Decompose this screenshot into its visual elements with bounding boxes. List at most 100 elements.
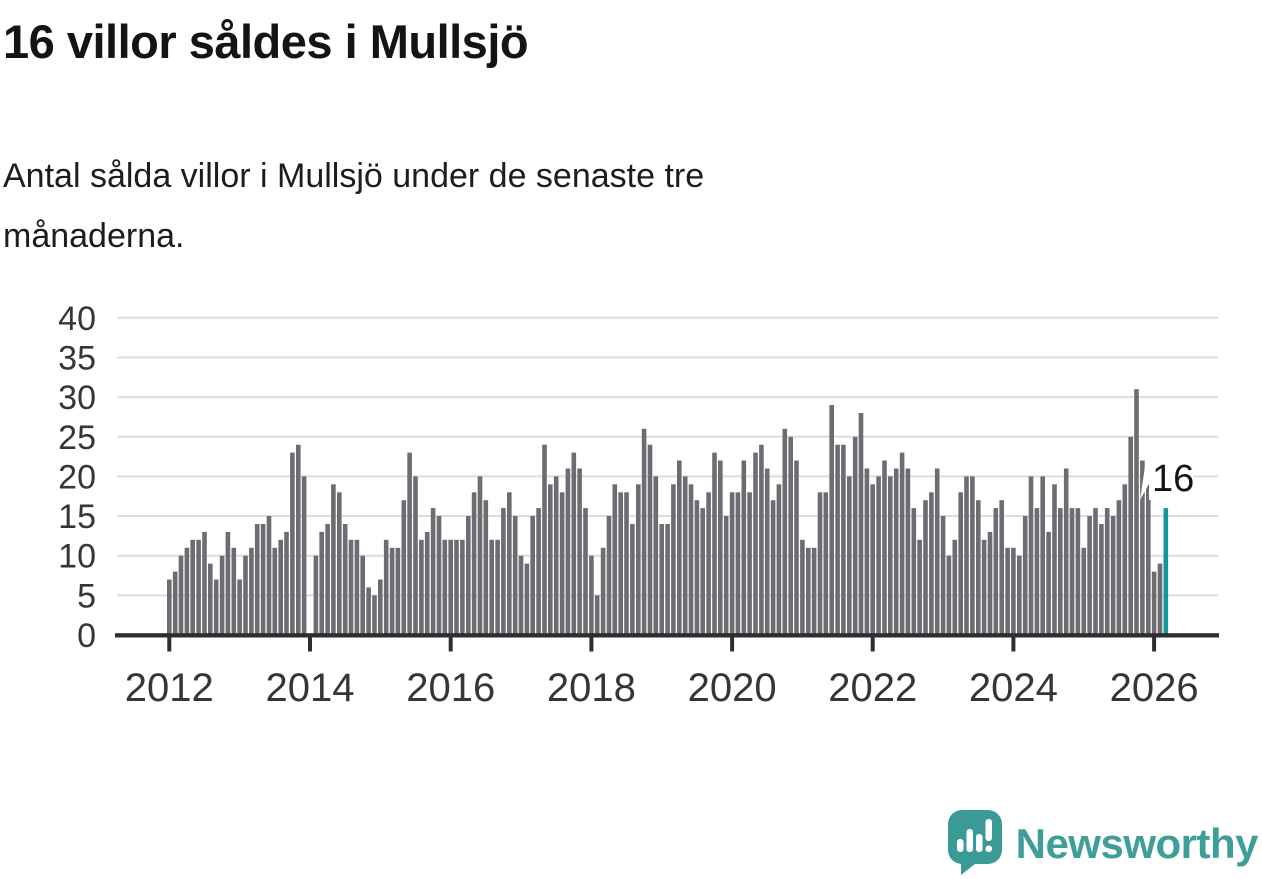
bar bbox=[759, 444, 764, 635]
bar bbox=[284, 531, 289, 635]
bar bbox=[471, 492, 477, 635]
bar bbox=[1075, 508, 1081, 635]
x-tick-label: 2016 bbox=[406, 666, 495, 710]
bar bbox=[1069, 508, 1075, 635]
bar bbox=[202, 531, 207, 635]
bar bbox=[565, 468, 571, 635]
bar bbox=[237, 579, 242, 635]
bar bbox=[196, 539, 201, 635]
bar bbox=[325, 524, 330, 635]
x-tick bbox=[448, 637, 453, 652]
bar bbox=[647, 444, 653, 635]
bar bbox=[184, 547, 190, 635]
bar bbox=[342, 524, 348, 635]
bar bbox=[600, 547, 606, 635]
bar bbox=[688, 484, 694, 635]
annotation-bg bbox=[1149, 450, 1193, 500]
bar bbox=[946, 555, 952, 635]
bar bbox=[348, 539, 354, 635]
bar bbox=[940, 516, 946, 635]
bar bbox=[823, 492, 829, 635]
y-tick-label: 15 bbox=[58, 498, 96, 536]
bar bbox=[436, 516, 442, 635]
bar bbox=[1093, 508, 1098, 635]
x-tick-label: 2014 bbox=[266, 666, 355, 710]
bar bbox=[729, 492, 735, 635]
bar bbox=[899, 452, 905, 635]
bar bbox=[1005, 547, 1010, 635]
bar bbox=[958, 492, 963, 635]
bar bbox=[999, 500, 1004, 635]
bar bbox=[764, 468, 770, 635]
y-tick-label: 0 bbox=[77, 617, 96, 655]
chart-subtitle: Antal sålda villor i Mullsjö under de se… bbox=[3, 146, 704, 266]
y-tick-label: 35 bbox=[58, 339, 96, 377]
bar bbox=[389, 547, 395, 635]
bar bbox=[770, 500, 776, 635]
bar bbox=[553, 476, 559, 635]
bar bbox=[747, 492, 752, 635]
bar bbox=[1128, 436, 1133, 636]
bar bbox=[313, 555, 319, 635]
bar bbox=[477, 476, 483, 635]
bar bbox=[1011, 547, 1016, 635]
x-axis-line bbox=[115, 633, 1219, 638]
bar bbox=[882, 460, 887, 635]
bar bbox=[272, 547, 278, 635]
bar bbox=[167, 579, 172, 635]
bar bbox=[835, 444, 840, 635]
bar bbox=[829, 405, 834, 635]
bar bbox=[460, 539, 465, 635]
bar bbox=[571, 452, 577, 635]
bar bbox=[952, 539, 958, 635]
bar bbox=[788, 436, 793, 636]
bar bbox=[934, 468, 940, 635]
bar bbox=[366, 587, 371, 635]
bar bbox=[976, 500, 981, 635]
bar bbox=[1052, 484, 1057, 635]
bar bbox=[641, 428, 647, 635]
bar bbox=[1151, 571, 1157, 635]
bar bbox=[630, 524, 635, 635]
bar bbox=[495, 539, 500, 635]
bar bbox=[911, 508, 917, 635]
bar bbox=[712, 452, 717, 635]
bar bbox=[864, 468, 870, 635]
bar bbox=[811, 547, 817, 635]
bar bbox=[594, 595, 600, 635]
bar bbox=[677, 460, 682, 635]
bar bbox=[512, 516, 518, 635]
bar bbox=[806, 547, 811, 635]
y-tick-label: 25 bbox=[58, 419, 96, 457]
bar bbox=[1022, 516, 1028, 635]
x-tick-label: 2020 bbox=[688, 666, 777, 710]
bar bbox=[507, 492, 512, 635]
bar bbox=[876, 476, 881, 635]
bar bbox=[817, 492, 823, 635]
x-tick bbox=[167, 637, 172, 652]
bar bbox=[723, 516, 729, 635]
bar bbox=[1110, 516, 1116, 635]
newsworthy-wordmark: Newsworthy bbox=[1015, 820, 1259, 867]
bar bbox=[706, 492, 711, 635]
bar bbox=[858, 413, 864, 635]
bar bbox=[923, 500, 928, 635]
x-tick-label: 2018 bbox=[547, 666, 636, 710]
bar bbox=[847, 476, 852, 635]
bar bbox=[442, 539, 448, 635]
bar bbox=[1134, 389, 1139, 635]
bar bbox=[964, 476, 969, 635]
bar bbox=[1104, 508, 1110, 635]
bar bbox=[841, 444, 846, 635]
bar bbox=[378, 579, 383, 635]
bar bbox=[354, 539, 360, 635]
bar bbox=[360, 555, 365, 635]
bar bbox=[424, 531, 430, 635]
bar bbox=[337, 492, 342, 635]
page-title: 16 villor såldes i Mullsjö bbox=[3, 15, 529, 68]
bar bbox=[483, 500, 489, 635]
bar bbox=[612, 484, 618, 635]
bar bbox=[448, 539, 453, 635]
newsworthy-logo: Newsworthy bbox=[947, 810, 1259, 878]
